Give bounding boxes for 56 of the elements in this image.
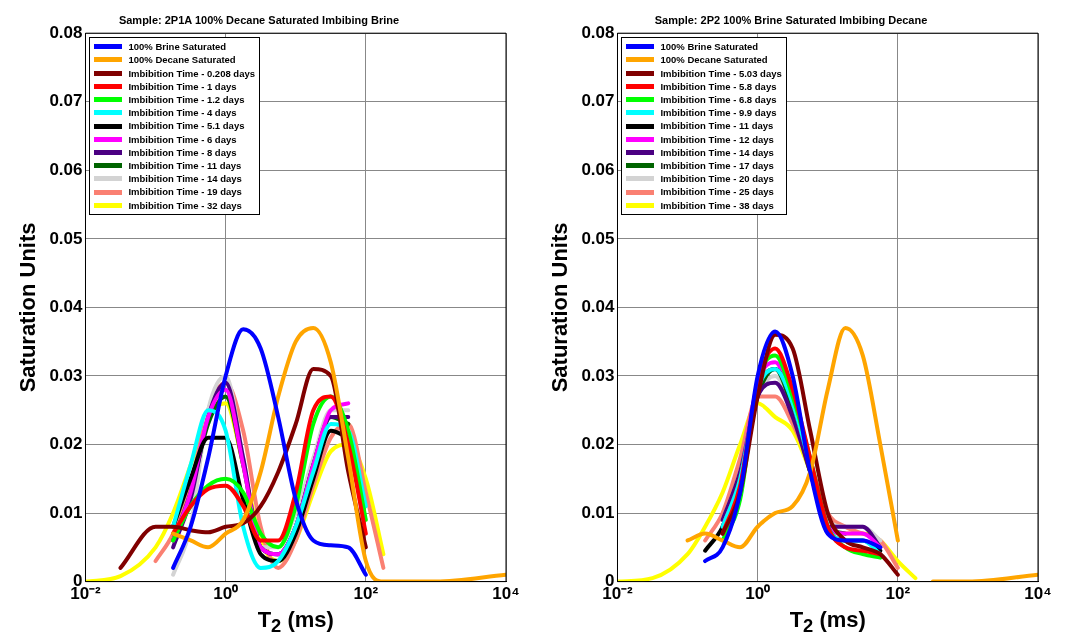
legend-label: Imbibition Time - 6.8 days <box>660 93 777 107</box>
legend-label: Imbibition Time - 1 days <box>128 79 237 93</box>
legend-label: 100% Decane Saturated <box>128 53 236 67</box>
line-series <box>703 329 883 564</box>
legend-label: Imbibition Time - 12 days <box>660 132 774 146</box>
legend-label: Imbibition Time - 32 days <box>128 198 242 212</box>
x-axis-title: T$_{2}$ (ms) <box>788 606 867 639</box>
x-axis-title: T$_{2}$ (ms) <box>256 606 335 639</box>
y-tick-label: 0.02 <box>49 434 83 454</box>
y-tick-label: 0.03 <box>581 365 615 385</box>
legend-label: Imbibition Time - 5.1 days <box>128 119 245 133</box>
y-tick-label: 0.08 <box>581 22 615 42</box>
legend-label: Imbibition Time - 14 days <box>128 172 242 186</box>
legend-label: Imbibition Time - 25 days <box>660 185 774 199</box>
y-tick-label: 0.01 <box>49 502 83 522</box>
legend-label: 100% Decane Saturated <box>660 53 768 67</box>
legend-label: Imbibition Time - 5.8 days <box>660 79 777 93</box>
y-tick-label: 0.04 <box>581 297 616 317</box>
chart-title: Sample: 2P1A 100% Decane Saturated Imbibing Brine <box>118 13 400 26</box>
legend-label: Imbibition Time - 1.2 days <box>128 93 245 107</box>
legend-label: Imbibition Time - 19 days <box>128 185 242 199</box>
legend-label: Imbibition Time - 5.03 days <box>660 66 782 80</box>
y-tick-label: 0.07 <box>581 91 615 111</box>
y-tick-label: 0.05 <box>581 228 615 248</box>
legend-label: Imbibition Time - 8 days <box>128 145 237 160</box>
legend-label: 100% Brine Saturated <box>660 40 759 54</box>
line-series <box>171 327 368 577</box>
y-axis-title: Saturation Units <box>15 222 41 393</box>
legend-label: Imbibition Time - 38 days <box>660 198 774 212</box>
y-tick-label: 0.01 <box>581 502 615 522</box>
y-tick-label: 0.05 <box>49 228 83 248</box>
x-tick-label: 10⁰ <box>213 584 239 604</box>
legend-label: Imbibition Time - 11 days <box>660 119 774 133</box>
x-tick-label: 10⁴ <box>492 584 520 604</box>
legend-label: Imbibition Time - 14 days <box>660 145 774 160</box>
y-tick-label: 0.03 <box>49 365 83 385</box>
legend-label: Imbibition Time - 0.208 days <box>128 66 256 80</box>
legend-label: Imbibition Time - 11 days <box>128 159 242 173</box>
x-tick-label: 10² <box>885 584 911 604</box>
y-tick-label: 0.08 <box>49 22 83 42</box>
y-tick-label: 0.04 <box>49 297 84 317</box>
legend-label: Imbibition Time - 4 days <box>128 106 237 120</box>
y-axis-title: Saturation Units <box>547 222 573 393</box>
legend-label: Imbibition Time - 6 days <box>128 132 237 146</box>
x-tick-label: 10⁰ <box>745 584 771 604</box>
chart-title: Sample: 2P2 100% Brine Saturated Imbibing Decane <box>654 13 928 26</box>
y-tick-label: 0.06 <box>49 159 83 179</box>
y-tick-label: 0.02 <box>581 434 615 454</box>
y-tick-label: 0.06 <box>581 159 615 179</box>
legend-label: Imbibition Time - 9.9 days <box>660 106 777 120</box>
legend-label: Imbibition Time - 17 days <box>660 159 774 173</box>
x-tick-label: 10⁴ <box>1024 584 1052 604</box>
legend-label: 100% Brine Saturated <box>128 40 227 54</box>
y-tick-label: 0.07 <box>49 91 83 111</box>
x-tick-label: 10² <box>353 584 379 604</box>
legend-label: Imbibition Time - 20 days <box>660 172 774 186</box>
